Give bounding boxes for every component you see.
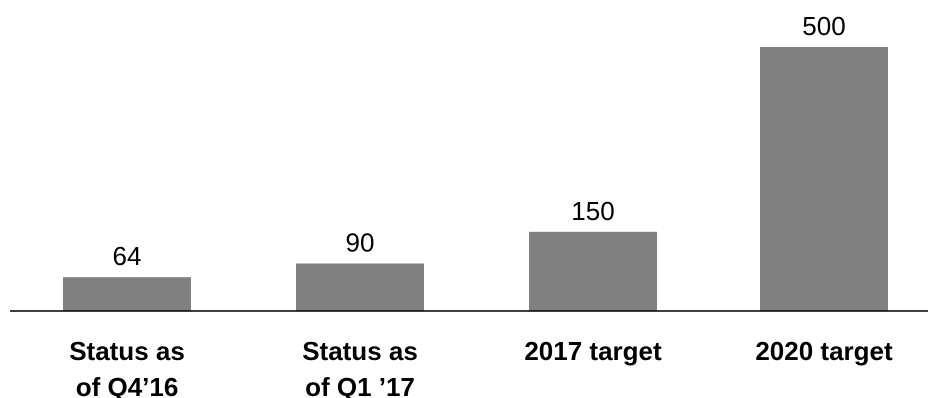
category-labels-layer: Status as of Q4’16 Status as of Q1 ’17 2017 … <box>69 336 893 398</box>
bar-4 <box>760 47 888 311</box>
value-labels-layer: 64 90 150 500 <box>113 11 846 271</box>
value-label-4: 500 <box>802 11 845 41</box>
category-label-2-line-1: Status as <box>302 336 418 366</box>
bar-2 <box>296 263 424 311</box>
category-label-2-line-2: of Q1 ’17 <box>305 372 415 398</box>
bar-1 <box>63 277 191 311</box>
bars-layer <box>63 47 888 311</box>
category-label-4-line-1: 2020 target <box>755 336 893 366</box>
value-label-1: 64 <box>113 241 142 271</box>
category-label-1-line-2: of Q4’16 <box>76 372 179 398</box>
category-label-1-line-1: Status as <box>69 336 185 366</box>
category-label-3-line-1: 2017 target <box>524 336 662 366</box>
value-label-3: 150 <box>571 196 614 226</box>
bar-3 <box>529 231 657 311</box>
value-label-2: 90 <box>346 227 375 257</box>
